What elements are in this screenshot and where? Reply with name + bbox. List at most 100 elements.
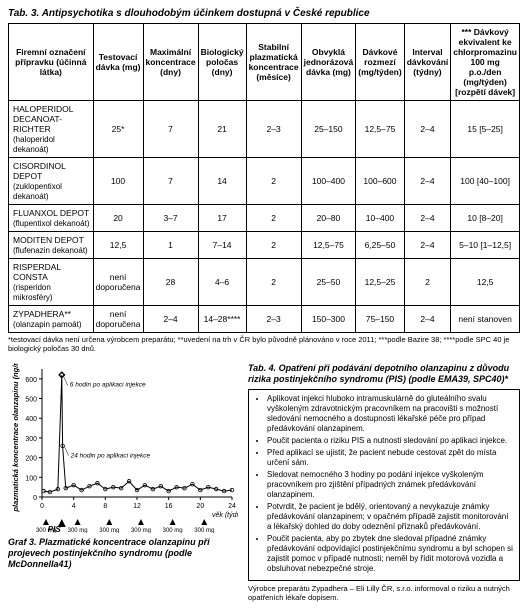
table-cell: 28: [143, 259, 198, 306]
tab4-item: Aplikovat injekci hluboko intramuskulárn…: [267, 394, 513, 434]
table-cell: 10–400: [356, 205, 404, 232]
table-cell: 7: [143, 158, 198, 205]
table-cell: 10 [8–20]: [451, 205, 520, 232]
table-cell: 25–150: [301, 101, 356, 158]
svg-text:plazmatická koncentrace olanza: plazmatická koncentrace olanzapinu (ng/m…: [11, 363, 20, 513]
table3-header: *** Dávkový ekvivalent ke chlorpromazinu…: [451, 24, 520, 101]
table-row: FLUANXOL DEPOT(flupentixol dekanoát)203–…: [9, 205, 520, 232]
table-cell: 1: [143, 232, 198, 259]
table-row: CISORDINOL DEPOT(zuklopentixol dekanoát)…: [9, 158, 520, 205]
table-cell: 2: [246, 205, 301, 232]
table-cell: není doporučena: [93, 306, 143, 333]
table3: Firemní označení přípravku (účinná látka…: [8, 23, 520, 333]
svg-text:24 hodin po aplikaci injekce: 24 hodin po aplikaci injekce: [70, 453, 151, 460]
table3-header: Biologický poločas (dny): [198, 24, 246, 101]
table-cell: 2–3: [246, 306, 301, 333]
table-cell: 20: [93, 205, 143, 232]
table-cell: 100: [93, 158, 143, 205]
tab4-item: Poučit pacienta, aby po zbytek dne sledo…: [267, 534, 513, 574]
svg-text:16: 16: [165, 503, 173, 510]
svg-text:600: 600: [25, 377, 37, 384]
table-row: HALOPERIDOL DECANOAT-RICHTER(haloperidol…: [9, 101, 520, 158]
table-cell: 150–300: [301, 306, 356, 333]
drug-cell: HALOPERIDOL DECANOAT-RICHTER(haloperidol…: [9, 101, 94, 158]
tab4-item: Poučit pacienta o riziku PIS a nutnosti …: [267, 436, 513, 446]
table-cell: 7–14: [198, 232, 246, 259]
table3-header: Maximální koncentrace (dny): [143, 24, 198, 101]
table-cell: 14: [198, 158, 246, 205]
table-cell: 12,5: [451, 259, 520, 306]
tab4-item: Sledovat nemocného 3 hodiny po podání in…: [267, 470, 513, 500]
svg-text:300 mg: 300 mg: [131, 528, 151, 533]
svg-text:8: 8: [103, 503, 107, 510]
chart-svg: 0100200300400500600048121620246 hodin po…: [8, 363, 238, 533]
table-cell: 75–150: [356, 306, 404, 333]
table-cell: 15 [5–25]: [451, 101, 520, 158]
svg-text:PIS: PIS: [48, 525, 62, 533]
drug-cell: CISORDINOL DEPOT(zuklopentixol dekanoát): [9, 158, 94, 205]
table3-footnote: *testovací dávka není určena výrobcem pr…: [8, 335, 520, 353]
table-cell: 2: [246, 259, 301, 306]
svg-text:300 mg: 300 mg: [99, 528, 119, 533]
table-cell: 2: [246, 158, 301, 205]
table-cell: 20–80: [301, 205, 356, 232]
svg-text:4: 4: [72, 503, 76, 510]
svg-text:300 mg: 300 mg: [194, 528, 214, 533]
drug-cell: FLUANXOL DEPOT(flupentixol dekanoát): [9, 205, 94, 232]
drug-cell: RISPERDAL CONSTA(risperidon mikrosféry): [9, 259, 94, 306]
table-cell: 2–4: [404, 101, 451, 158]
table3-header: Interval dávkování (týdny): [404, 24, 451, 101]
svg-text:24: 24: [228, 503, 236, 510]
table-cell: 21: [198, 101, 246, 158]
table3-header: Firemní označení přípravku (účinná látka…: [9, 24, 94, 101]
table-cell: není stanoven: [451, 306, 520, 333]
svg-text:12: 12: [133, 503, 141, 510]
tab4-item: Potvrdit, že pacient je bdělý, orientova…: [267, 502, 513, 532]
table-cell: 12,5–25: [356, 259, 404, 306]
table3-title: Tab. 3. Antipsychotika s dlouhodobým úči…: [8, 8, 520, 19]
tab4-footnote: Výrobce preparátu Zypadhera – Eli Lilly …: [248, 584, 520, 602]
svg-text:6 hodin po aplikaci injekce: 6 hodin po aplikaci injekce: [70, 382, 146, 389]
table-cell: 2: [246, 232, 301, 259]
table-cell: 100–400: [301, 158, 356, 205]
svg-text:200: 200: [25, 456, 37, 463]
drug-cell: ZYPADHERA**(olanzapin pamoát): [9, 306, 94, 333]
chart-caption: Graf 3. Plazmatické koncentrace olanzapi…: [8, 537, 238, 569]
svg-text:300 mg: 300 mg: [68, 528, 88, 533]
table-cell: 2–4: [404, 158, 451, 205]
table-cell: 2–4: [143, 306, 198, 333]
svg-text:0: 0: [40, 503, 44, 510]
table-cell: 2: [404, 259, 451, 306]
table-cell: 25*: [93, 101, 143, 158]
table-cell: 7: [143, 101, 198, 158]
table-cell: 2–4: [404, 306, 451, 333]
table-cell: 14–28****: [198, 306, 246, 333]
table-cell: 25–50: [301, 259, 356, 306]
table-cell: 2–4: [404, 232, 451, 259]
svg-text:500: 500: [25, 397, 37, 404]
svg-text:400: 400: [25, 416, 37, 423]
table-cell: 100–600: [356, 158, 404, 205]
table-cell: 2–3: [246, 101, 301, 158]
svg-text:300: 300: [25, 436, 37, 443]
svg-text:20: 20: [196, 503, 204, 510]
table-cell: 100 [40–100]: [451, 158, 520, 205]
table-cell: 3–7: [143, 205, 198, 232]
svg-text:věk (týdny): věk (týdny): [212, 512, 238, 519]
tab4-item: Před aplikací se ujistit, že pacient neb…: [267, 448, 513, 468]
tab4-title: Tab. 4. Opatření při podávání depotního …: [248, 363, 520, 385]
table-cell: 4–6: [198, 259, 246, 306]
table3-header: Stabilní plazmatická koncentrace (měsíce…: [246, 24, 301, 101]
table-row: MODITEN DEPOT(flufenazin dekanoát)12,517…: [9, 232, 520, 259]
table-cell: 6,25–50: [356, 232, 404, 259]
chart-area: 0100200300400500600048121620246 hodin po…: [8, 363, 238, 533]
table3-header: Testovací dávka (mg): [93, 24, 143, 101]
table3-header: Dávkové rozmezí (mg/týden): [356, 24, 404, 101]
table-cell: není doporučena: [93, 259, 143, 306]
table-cell: 12,5: [93, 232, 143, 259]
table-cell: 12,5–75: [301, 232, 356, 259]
table-row: RISPERDAL CONSTA(risperidon mikrosféry)n…: [9, 259, 520, 306]
table-cell: 2–4: [404, 205, 451, 232]
tab4-box: Aplikovat injekci hluboko intramuskulárn…: [248, 389, 520, 581]
drug-cell: MODITEN DEPOT(flufenazin dekanoát): [9, 232, 94, 259]
